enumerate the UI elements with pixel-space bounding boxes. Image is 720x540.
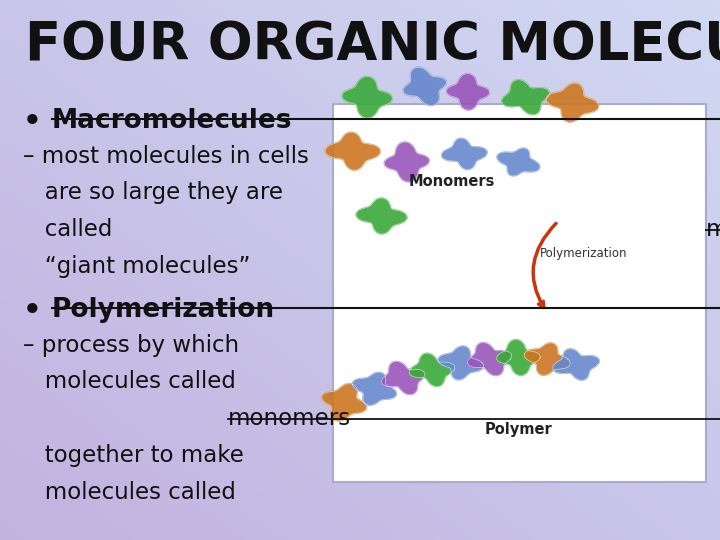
Text: •: •: [23, 297, 42, 325]
Text: called: called: [23, 218, 120, 241]
Polygon shape: [325, 132, 380, 170]
Text: – most molecules in cells: – most molecules in cells: [23, 145, 309, 168]
Polygon shape: [382, 361, 425, 395]
Polygon shape: [502, 80, 549, 114]
Text: molecules called: molecules called: [23, 481, 243, 504]
Text: •: •: [23, 108, 42, 136]
Text: Monomers: Monomers: [409, 174, 495, 190]
Polygon shape: [356, 198, 407, 234]
Polygon shape: [352, 373, 397, 405]
Text: macromolecules: macromolecules: [706, 218, 720, 241]
Text: FOUR ORGANIC MOLECULES: FOUR ORGANIC MOLECULES: [25, 19, 720, 71]
FancyBboxPatch shape: [333, 104, 706, 482]
Text: – process by which: – process by which: [23, 334, 246, 357]
Polygon shape: [497, 148, 540, 176]
Polygon shape: [403, 68, 446, 105]
Text: Macromolecules: Macromolecules: [52, 108, 292, 134]
Text: monomers: monomers: [228, 407, 351, 430]
Polygon shape: [524, 343, 570, 375]
Text: together to make: together to make: [23, 444, 251, 467]
Text: Polymer: Polymer: [485, 422, 552, 437]
Polygon shape: [497, 340, 540, 375]
Text: are so large they are: are so large they are: [23, 181, 283, 205]
Polygon shape: [342, 77, 392, 118]
Text: molecules called: molecules called: [23, 370, 236, 394]
Polygon shape: [441, 138, 487, 170]
Polygon shape: [553, 349, 599, 380]
Text: Polymerization: Polymerization: [539, 247, 627, 260]
Polygon shape: [409, 353, 455, 387]
Text: “giant molecules”: “giant molecules”: [23, 255, 251, 278]
Polygon shape: [546, 83, 598, 122]
Text: Polymerization: Polymerization: [52, 297, 275, 323]
Polygon shape: [384, 142, 429, 182]
Polygon shape: [446, 73, 490, 110]
Polygon shape: [467, 343, 512, 375]
Polygon shape: [322, 383, 366, 421]
Polygon shape: [438, 346, 484, 380]
